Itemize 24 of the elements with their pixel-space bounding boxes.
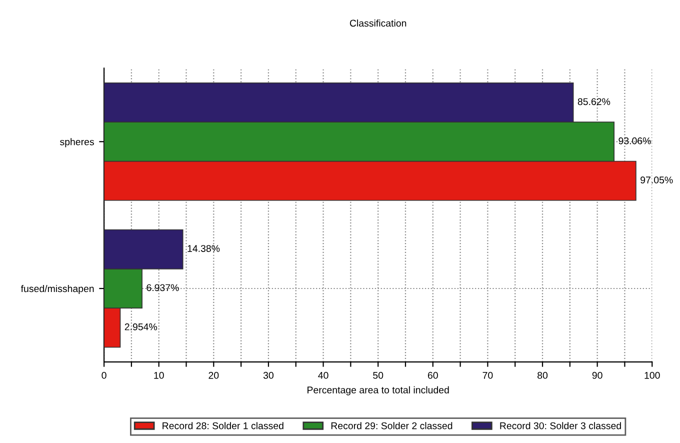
data-label: 93.06% — [618, 137, 651, 144]
x-tick-label: 90 — [592, 372, 602, 379]
data-label: 97.05% — [640, 176, 673, 184]
x-tick-label: 60 — [428, 372, 438, 379]
x-tick-label: 80 — [538, 372, 548, 379]
legend-label: Record 29: Solder 2 classed — [331, 422, 452, 430]
x-tick-label: 100 — [644, 372, 660, 379]
data-label: 85.62% — [578, 98, 610, 106]
legend-label: Record 28: Solder 1 classed — [162, 422, 284, 430]
x-tick-label: 20 — [208, 372, 219, 379]
chart-title: Classification — [350, 20, 406, 27]
legend-label: Record 30: Solder 3 classed — [500, 422, 621, 430]
data-label: 6.937% — [146, 284, 179, 292]
data-label: 2.954% — [124, 323, 158, 330]
data-label: 14.38% — [188, 245, 220, 252]
y-tick-label: spheres — [60, 138, 94, 148]
y-tick-label: fused/misshapen — [20, 284, 94, 294]
x-tick-label: 10 — [154, 372, 164, 379]
x-tick-label: 30 — [263, 372, 274, 379]
x-tick-label: 0 — [102, 372, 106, 379]
x-axis-title: Percentage area to total included — [308, 386, 449, 396]
x-tick-label: 50 — [373, 372, 384, 379]
x-tick-label: 40 — [318, 372, 328, 379]
x-tick-label: 70 — [482, 372, 493, 379]
